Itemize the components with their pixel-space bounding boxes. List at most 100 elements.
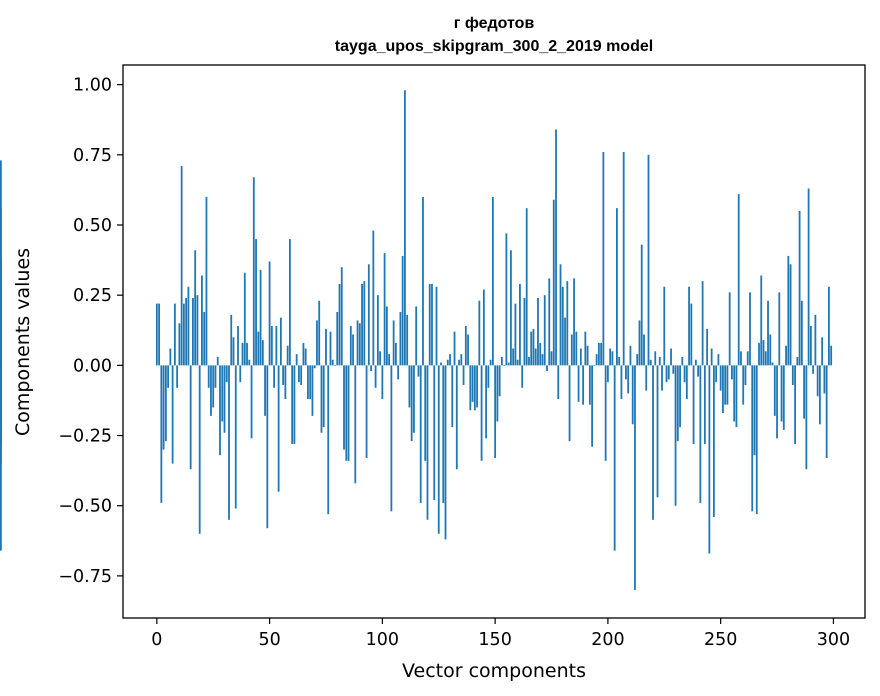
bar-28 (219, 365, 221, 456)
bar-84 (345, 365, 348, 461)
bars-group (0, 90, 833, 590)
bar-122 (431, 283, 433, 366)
bar-57 (284, 365, 287, 400)
bar-160 (516, 359, 519, 366)
bar-118 (422, 196, 424, 366)
bar-59 (288, 239, 291, 366)
bar-69 (311, 365, 314, 416)
y-tick-label: 0.25 (73, 286, 112, 306)
bar-270 (764, 351, 767, 366)
y-tick-label: 0.00 (73, 356, 112, 376)
bar-271 (767, 300, 769, 366)
bar-114 (413, 365, 415, 433)
y-axis-ticks: −0.75 −0.50 −0.25 0.00 0.25 0.50 0.75 1.00 (58, 76, 123, 587)
bar-206 (620, 365, 623, 400)
bar-121 (428, 283, 431, 366)
bar-154 (503, 365, 506, 366)
bar-88 (354, 365, 357, 484)
bar-101 (383, 253, 386, 366)
bar-218 (647, 154, 650, 366)
bar-135 (460, 354, 463, 366)
bar-275 (776, 365, 778, 439)
bar-127 (442, 365, 445, 503)
bar-153 (500, 356, 503, 366)
bar-273 (771, 362, 774, 366)
bar-249 (717, 354, 720, 366)
y-tick-label: 1.00 (73, 76, 112, 96)
bar-194 (593, 365, 596, 366)
bar-204 (616, 208, 618, 366)
bar-172 (543, 295, 546, 366)
bar-46 (259, 269, 262, 366)
bar-15 (189, 365, 192, 470)
bar-14 (187, 286, 190, 366)
bar-86 (349, 326, 352, 366)
bar-120 (426, 365, 429, 520)
bar-0 (155, 303, 158, 366)
bar-295 (821, 337, 824, 366)
x-tick-label: 200 (591, 630, 624, 650)
bar-116 (417, 365, 420, 377)
bar-16 (192, 297, 194, 366)
bar-198 (602, 152, 605, 366)
bar-179 (559, 264, 562, 366)
bar-55 (279, 317, 282, 366)
bar-60 (291, 365, 294, 444)
bar-65 (302, 342, 305, 366)
bar-132 (453, 331, 456, 366)
bar-110 (404, 90, 406, 366)
bar-77 (329, 331, 332, 366)
bar-269 (762, 340, 765, 366)
bar-278 (782, 365, 785, 430)
bar-261 (744, 365, 747, 386)
bar-284 (796, 356, 799, 366)
bar-undefined (0, 365, 2, 366)
bar-287 (803, 365, 805, 419)
bar-248 (715, 365, 718, 383)
bar-294 (818, 365, 821, 425)
bar-79 (334, 365, 336, 366)
bar-256 (733, 365, 736, 422)
bar-159 (514, 303, 517, 366)
bar-124 (435, 286, 438, 366)
bar-184 (570, 334, 573, 366)
chart-title: г федотов (454, 15, 535, 32)
bar-91 (361, 283, 363, 366)
bar-210 (629, 345, 632, 366)
bar-259 (740, 351, 742, 366)
bar-185 (573, 278, 575, 366)
bar-238 (692, 365, 695, 444)
bar-267 (758, 342, 760, 366)
bar-38 (241, 342, 244, 366)
bar-102 (385, 306, 388, 366)
bar-144 (480, 365, 483, 461)
bar-192 (588, 365, 591, 405)
bar-290 (809, 326, 812, 366)
bar-168 (534, 348, 537, 366)
bar-225 (663, 286, 666, 366)
bar-73 (320, 365, 323, 433)
bar-24 (210, 365, 212, 416)
bar-190 (584, 331, 587, 366)
bar-23 (207, 365, 210, 388)
y-tick-label: 0.50 (73, 216, 112, 236)
bar-12 (182, 303, 185, 366)
bar-145 (482, 289, 485, 366)
bar-215 (640, 244, 643, 366)
bar-209 (627, 365, 630, 394)
bar-95 (370, 365, 372, 371)
bar-230 (674, 365, 677, 506)
bar-258 (737, 194, 740, 366)
bar-282 (791, 365, 794, 386)
bar-27 (216, 356, 219, 366)
bar-78 (331, 359, 334, 366)
y-tick-label: −0.50 (58, 497, 112, 517)
bar-126 (440, 362, 442, 366)
bar-214 (638, 320, 641, 366)
bar-279 (785, 345, 787, 366)
bar-34 (232, 337, 235, 366)
bar-36 (237, 326, 239, 366)
bar-68 (309, 365, 312, 400)
bar-297 (825, 365, 828, 458)
bar-71 (316, 320, 318, 366)
